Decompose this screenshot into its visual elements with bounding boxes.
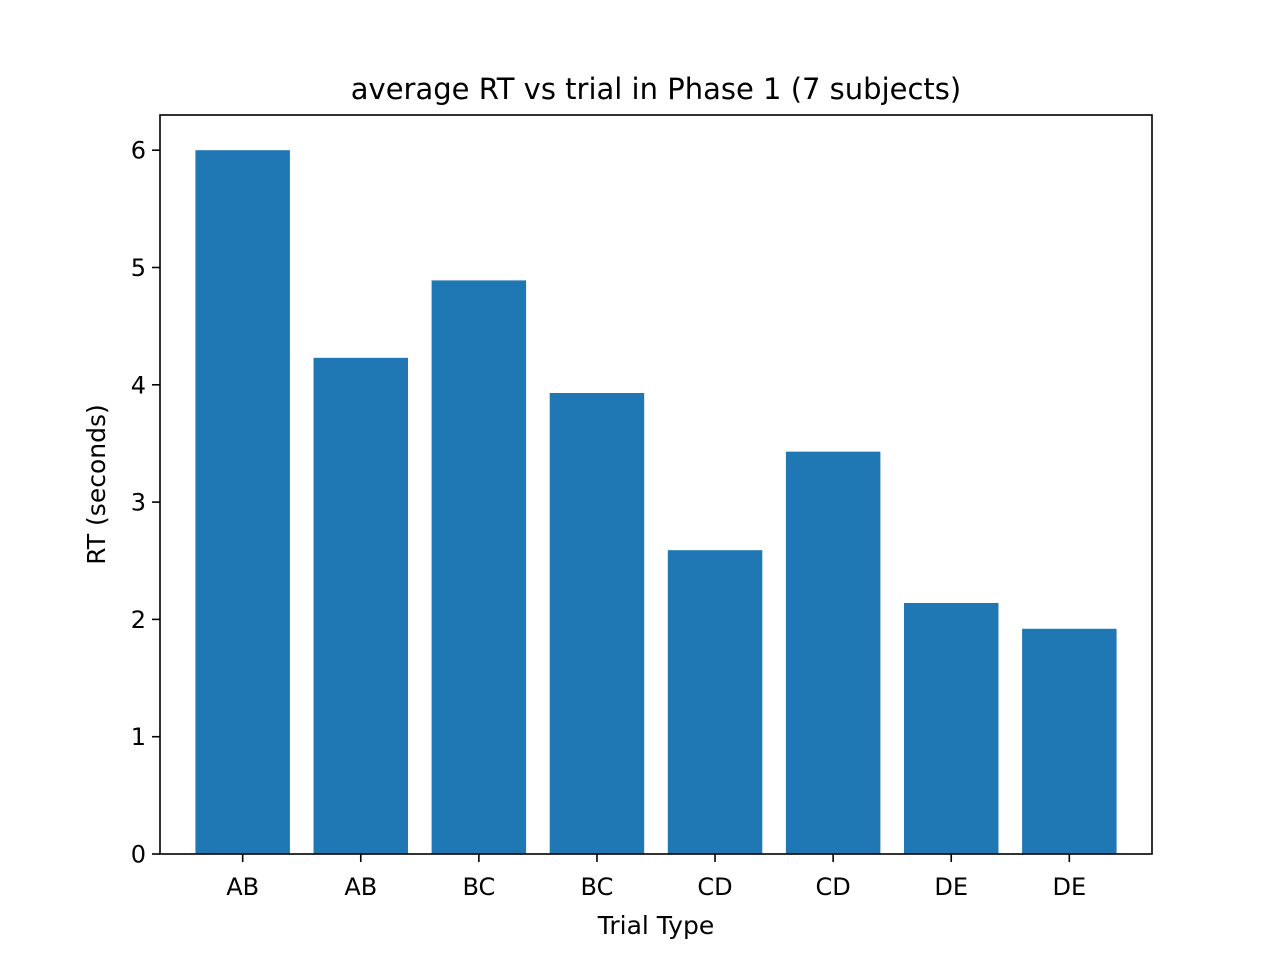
y-tick-label: 2 bbox=[131, 606, 146, 634]
plot-frame bbox=[159, 114, 1153, 855]
y-tick-label: 1 bbox=[131, 723, 146, 751]
x-tick-label: DE bbox=[1053, 873, 1087, 901]
y-tick-label: 6 bbox=[131, 137, 146, 165]
bars-group bbox=[195, 150, 1117, 854]
y-tick-label: 4 bbox=[131, 371, 146, 399]
bar-1 bbox=[195, 150, 290, 854]
bar-6 bbox=[785, 451, 881, 854]
chart-title: average RT vs trial in Phase 1 (7 subjec… bbox=[351, 72, 961, 106]
x-axis: AB AB BC BC CD CD DE DE bbox=[226, 854, 1086, 901]
x-tick-label: AB bbox=[344, 873, 377, 901]
y-tick-label: 0 bbox=[131, 841, 146, 869]
x-tick-label: CD bbox=[816, 873, 851, 901]
bar-3 bbox=[431, 280, 527, 854]
y-tick-label: 5 bbox=[131, 254, 146, 282]
y-axis: 0 1 2 3 4 5 6 bbox=[131, 137, 160, 869]
x-tick-label: CD bbox=[697, 873, 732, 901]
x-tick-label: BC bbox=[581, 873, 614, 901]
x-tick-label: BC bbox=[462, 873, 495, 901]
x-axis-label: Trial Type bbox=[597, 911, 714, 940]
y-axis-label: RT (seconds) bbox=[82, 404, 111, 564]
bar-8 bbox=[1022, 628, 1117, 854]
bar-4 bbox=[549, 393, 645, 854]
bar-7 bbox=[904, 602, 999, 854]
y-tick-label: 3 bbox=[131, 489, 146, 517]
plot-area bbox=[160, 115, 1152, 854]
x-tick-label: AB bbox=[226, 873, 259, 901]
bar-2 bbox=[313, 357, 408, 854]
x-tick-label: DE bbox=[934, 873, 968, 901]
bar-5 bbox=[667, 550, 763, 854]
